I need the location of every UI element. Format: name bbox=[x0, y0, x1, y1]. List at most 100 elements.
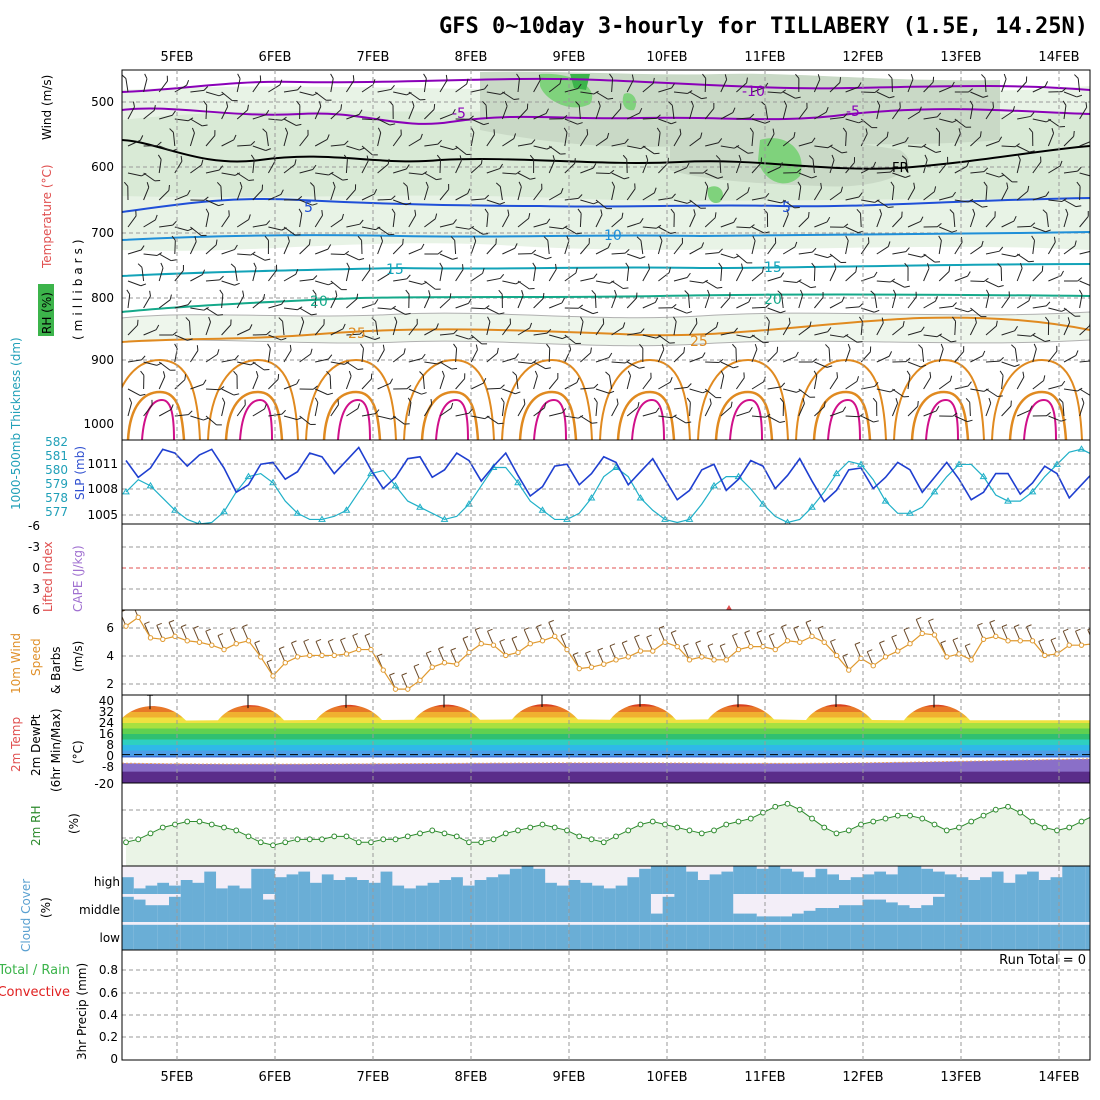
wind10m-point bbox=[417, 677, 423, 684]
diurnal-contour-35 bbox=[1008, 390, 1068, 440]
wind-barb bbox=[595, 132, 610, 147]
cloud-bar-middle bbox=[721, 894, 734, 922]
wind-barb bbox=[876, 199, 894, 208]
wind-barb bbox=[361, 79, 376, 93]
wind-barb bbox=[939, 412, 958, 417]
cape-ticks: -6 -3 0 3 6 bbox=[28, 519, 40, 617]
wind-barb bbox=[174, 155, 183, 174]
wind-barb bbox=[1058, 398, 1065, 417]
wind-barb bbox=[470, 158, 483, 174]
rh2m-point bbox=[527, 824, 534, 831]
wind-barb bbox=[782, 91, 801, 99]
bottom-date-13FEB: 13FEB bbox=[940, 1070, 981, 1085]
label-10: 10 bbox=[604, 228, 622, 244]
wind-barb bbox=[705, 138, 723, 147]
wind-barb bbox=[704, 102, 715, 120]
wind-barb bbox=[252, 75, 262, 93]
bottom-date-8FEB: 8FEB bbox=[455, 1070, 488, 1085]
cloud-bar-middle bbox=[580, 894, 593, 922]
wind-barb bbox=[673, 415, 692, 424]
wind10m-point bbox=[895, 648, 901, 654]
wind-barb bbox=[579, 129, 589, 147]
rh2m-point bbox=[686, 827, 693, 834]
cloud-bar-middle bbox=[521, 894, 534, 922]
wind-barb bbox=[736, 224, 755, 229]
rh2m-point bbox=[1041, 824, 1048, 831]
wind10m-layer bbox=[122, 610, 1090, 692]
cloud-bar-low bbox=[533, 924, 546, 950]
bottom-date-10FEB: 10FEB bbox=[646, 1070, 687, 1085]
wind10m-point bbox=[772, 646, 778, 653]
cloud-bar-high bbox=[956, 877, 969, 894]
wind-barb bbox=[751, 118, 771, 124]
wind10m-point bbox=[135, 614, 141, 621]
wind-barb bbox=[299, 307, 317, 316]
cloud-bar-low bbox=[404, 924, 416, 950]
wind-barb bbox=[860, 415, 879, 423]
cloud-bar-middle bbox=[145, 905, 158, 922]
wind-barb bbox=[268, 373, 280, 390]
wind-barb bbox=[392, 415, 410, 425]
wind-barb bbox=[361, 188, 378, 201]
wind-barb bbox=[299, 415, 316, 425]
cloud-bar-high bbox=[556, 885, 569, 894]
top-date-7FEB: 7FEB bbox=[357, 50, 390, 65]
wind-barb bbox=[611, 359, 630, 364]
wind-barb bbox=[455, 298, 472, 309]
wind-barb bbox=[502, 353, 519, 363]
cape-tick-3: 3 bbox=[32, 582, 40, 596]
cloud-bar-high bbox=[357, 880, 369, 894]
wind-barb bbox=[564, 118, 583, 125]
cloud-bar-low bbox=[1015, 924, 1028, 950]
rh2m-point bbox=[1017, 809, 1024, 816]
diurnal-contour-40 bbox=[631, 398, 665, 440]
rh2m-point bbox=[221, 824, 227, 831]
wind-barb bbox=[1048, 118, 1065, 128]
wind10m-point bbox=[503, 652, 509, 659]
wind-barb bbox=[1032, 226, 1051, 233]
wind-barb bbox=[158, 253, 177, 262]
cloud-bar-low bbox=[321, 924, 334, 950]
wind-barb bbox=[829, 296, 845, 309]
wind-barb bbox=[611, 289, 617, 309]
wind10m-barb bbox=[1087, 628, 1090, 637]
wind-barb bbox=[143, 172, 161, 182]
wind-barb bbox=[689, 209, 696, 228]
wind-barb bbox=[314, 210, 323, 228]
wind-barb bbox=[611, 103, 622, 120]
wind-barb bbox=[143, 290, 151, 309]
cloud-bar-low bbox=[862, 924, 875, 950]
wind-barb bbox=[517, 181, 522, 201]
wind-barb bbox=[143, 361, 162, 366]
wind10m-point bbox=[160, 636, 166, 643]
cloud-bar-middle bbox=[944, 894, 957, 922]
wind-barb bbox=[783, 279, 802, 283]
cloud-bar-low bbox=[709, 924, 722, 950]
wind-barb bbox=[391, 208, 396, 228]
wind-barb bbox=[938, 156, 949, 174]
rh2m-point bbox=[478, 839, 485, 846]
cloud-bar-high bbox=[980, 877, 992, 894]
wind-barb bbox=[408, 133, 423, 147]
wind-barb bbox=[923, 371, 932, 390]
wind-barb bbox=[658, 376, 673, 390]
wind-barb bbox=[704, 289, 710, 309]
wind-barb bbox=[486, 163, 504, 174]
cloud-bar-middle bbox=[310, 894, 322, 922]
wind-barb bbox=[517, 398, 526, 417]
wind-barb bbox=[424, 250, 443, 255]
wind10m-point bbox=[1042, 652, 1048, 659]
wind-barb bbox=[720, 74, 728, 93]
wind10m-point bbox=[613, 657, 619, 663]
wind-barb bbox=[502, 133, 517, 147]
wind-barb bbox=[658, 267, 671, 282]
cloud-bar-middle bbox=[1050, 894, 1063, 922]
diurnal-contour-35 bbox=[910, 390, 970, 440]
diurnal-contour-40 bbox=[435, 398, 469, 440]
wind10m-point bbox=[441, 660, 448, 666]
wind-barb bbox=[189, 345, 199, 363]
wind-barb bbox=[236, 214, 251, 228]
rh2m-area bbox=[126, 803, 1090, 866]
wind-barb bbox=[595, 199, 613, 210]
wind10m-point bbox=[1078, 642, 1085, 648]
